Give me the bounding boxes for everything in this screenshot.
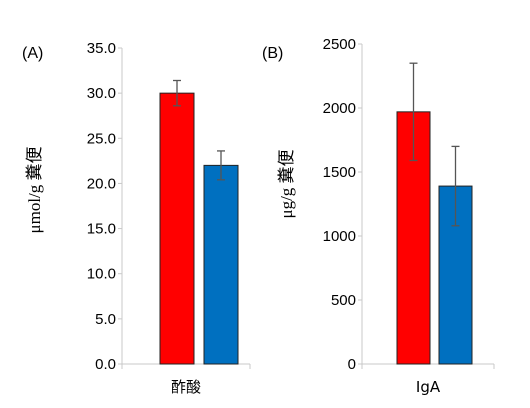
- panel-a: (A) μmol/g 糞便 0.0 5.0 10.0 15.0 20.0 25.0 30.0…: [22, 40, 251, 396]
- panel-a-bar-2: [203, 164, 239, 365]
- panel-b: (B) μg/g 糞便 0 500 1000 1500 2000 2500 IgA: [262, 36, 495, 396]
- panel-a-label: (A): [22, 45, 43, 62]
- panel-a-y-tick-label: 30.0: [87, 85, 116, 102]
- panel-b-y-tick-label: 2000: [323, 100, 356, 117]
- panel-b-y-tick-label: 0: [348, 356, 356, 373]
- panel-b-y-tick-label: 1000: [323, 228, 356, 245]
- panel-b-y-axis-label: μg/g 糞便: [277, 149, 296, 218]
- panel-b-y-tick-label: 2500: [323, 36, 356, 53]
- panel-a-y-tick-label: 0.0: [95, 356, 116, 373]
- panel-b-y-tick-label: 1500: [323, 164, 356, 181]
- panel-a-y-tick-label: 25.0: [87, 130, 116, 147]
- panel-a-y-axis-label: μmol/g 糞便: [25, 146, 44, 233]
- panel-a-y-tick-label: 5.0: [95, 311, 116, 328]
- panel-b-y-tick-label: 500: [331, 292, 356, 309]
- panel-a-y-tick-label: 35.0: [87, 40, 116, 57]
- panel-b-label: (B): [262, 45, 283, 62]
- panel-a-y-tick-label: 20.0: [87, 175, 116, 192]
- panel-a-y-tick-label: 10.0: [87, 266, 116, 283]
- panel-b-category-label: IgA: [416, 378, 441, 396]
- panel-a-category-label: 酢酸: [171, 378, 201, 396]
- panel-a-y-tick-label: 15.0: [87, 221, 116, 238]
- panel-a-bar-1: [159, 92, 195, 365]
